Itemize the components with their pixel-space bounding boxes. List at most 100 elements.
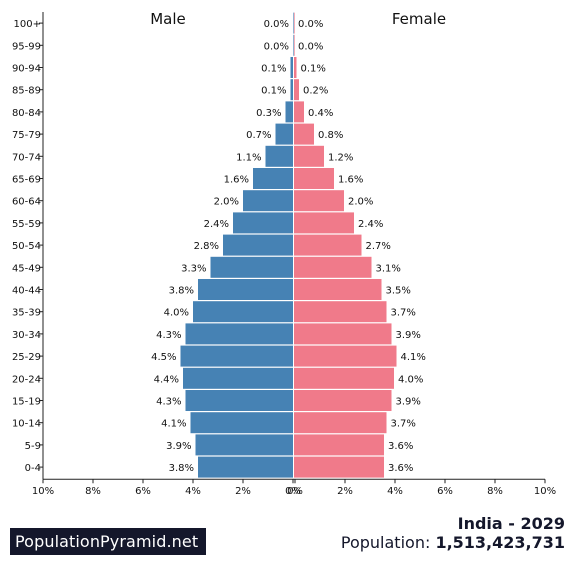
male-bar-70-74: [265, 145, 293, 167]
x-tick-label-left-3: 4%: [185, 486, 201, 497]
age-group-label-65-69: 65-69: [12, 175, 41, 186]
x-tick-label-left-1: 8%: [85, 486, 101, 497]
male-bar-90-94: [290, 57, 293, 78]
bars-group: 0.0% 0.0% 0.0% 0.0% 0.1% 0.1% 0.1% 0.2% 0.3% 0.4%…: [151, 12, 426, 478]
male-value-label-80-84: 0.3%: [256, 108, 281, 119]
x-tick-label-right-3: 6%: [437, 486, 453, 497]
age-group-label-15-19: 15-19: [12, 397, 41, 408]
age-group-label-5-9: 5-9: [25, 441, 41, 452]
male-value-label-90-94: 0.1%: [261, 64, 286, 75]
male-bar-0-4: [198, 456, 293, 478]
female-value-label-85-89: 0.2%: [303, 86, 328, 97]
female-value-label-100+: 0.0%: [298, 19, 323, 30]
female-bar-100+: [294, 12, 295, 34]
female-bar-40-44: [294, 279, 382, 300]
male-bar-35-39: [193, 301, 293, 323]
male-value-label-65-69: 1.6%: [224, 175, 249, 186]
female-bar-35-39: [294, 301, 387, 323]
male-value-label-0-4: 3.8%: [169, 463, 194, 474]
female-bar-95-99: [294, 34, 295, 56]
male-bar-60-64: [243, 190, 293, 212]
age-group-label-55-59: 55-59: [12, 219, 41, 230]
female-bar-90-94: [294, 57, 297, 78]
male-value-label-10-14: 4.1%: [161, 419, 186, 430]
male-value-label-5-9: 3.9%: [166, 441, 191, 452]
population-total: Population: 1,513,423,731: [341, 533, 565, 552]
female-value-label-30-34: 3.9%: [396, 330, 421, 341]
male-bar-50-54: [223, 234, 293, 256]
male-value-label-70-74: 1.1%: [236, 152, 261, 163]
population-value: 1,513,423,731: [435, 533, 565, 552]
female-bar-0-4: [294, 456, 384, 478]
female-bar-55-59: [294, 212, 354, 234]
male-value-label-75-79: 0.7%: [246, 130, 271, 141]
male-bar-45-49: [210, 256, 293, 278]
female-bar-85-89: [294, 79, 299, 101]
male-bar-40-44: [198, 279, 293, 300]
age-group-label-30-34: 30-34: [12, 330, 41, 341]
population-label: Population:: [340, 533, 431, 552]
male-bar-85-89: [290, 79, 293, 101]
age-group-label-25-29: 25-29: [12, 352, 41, 363]
female-value-label-95-99: 0.0%: [298, 41, 323, 52]
male-bar-5-9: [195, 434, 293, 456]
x-tick-label-right-0: 0%: [287, 486, 303, 497]
male-title: Male: [150, 10, 186, 28]
female-value-label-90-94: 0.1%: [301, 64, 326, 75]
male-value-label-55-59: 2.4%: [204, 219, 229, 230]
female-bar-30-34: [294, 323, 392, 345]
female-bar-80-84: [294, 101, 304, 123]
female-bar-50-54: [294, 234, 362, 256]
age-group-label-70-74: 70-74: [12, 152, 41, 163]
population-pyramid-chart: Male Female 0.0% 0.0% 0.0% 0.0% 0.1% 0.1% 0.1%…: [12, 10, 556, 497]
age-group-label-80-84: 80-84: [12, 108, 41, 119]
brand-logo[interactable]: PopulationPyramid.net: [10, 528, 206, 555]
female-value-label-50-54: 2.7%: [366, 241, 391, 252]
age-group-label-0-4: 0-4: [25, 463, 41, 474]
male-bar-30-34: [185, 323, 293, 345]
male-value-label-25-29: 4.5%: [151, 352, 176, 363]
age-group-label-10-14: 10-14: [12, 419, 41, 430]
age-group-label-95-99: 95-99: [12, 41, 41, 52]
x-tick-label-right-2: 4%: [387, 486, 403, 497]
female-bar-25-29: [294, 345, 397, 367]
male-bar-25-29: [180, 345, 293, 367]
female-bar-5-9: [294, 434, 384, 456]
male-value-label-40-44: 3.8%: [169, 286, 194, 297]
male-bar-10-14: [190, 412, 293, 434]
female-value-label-55-59: 2.4%: [358, 219, 383, 230]
male-value-label-20-24: 4.4%: [154, 374, 179, 385]
female-bar-60-64: [294, 190, 344, 212]
female-title: Female: [392, 10, 446, 28]
age-group-label-60-64: 60-64: [12, 197, 41, 208]
male-value-label-85-89: 0.1%: [261, 86, 286, 97]
male-value-label-15-19: 4.3%: [156, 397, 181, 408]
female-value-label-35-39: 3.7%: [391, 308, 416, 319]
x-tick-label-left-4: 2%: [235, 486, 251, 497]
male-bar-55-59: [233, 212, 293, 234]
age-group-label-85-89: 85-89: [12, 86, 41, 97]
x-tick-label-left-2: 6%: [135, 486, 151, 497]
male-bar-100+: [293, 12, 294, 34]
female-value-label-15-19: 3.9%: [396, 397, 421, 408]
x-tick-label-left-5: 0%: [285, 486, 301, 497]
x-tick-label-right-5: 10%: [534, 486, 556, 497]
female-bar-75-79: [294, 123, 314, 145]
age-group-label-40-44: 40-44: [12, 286, 41, 297]
female-bar-65-69: [294, 168, 334, 189]
country-year: India - 2029: [457, 514, 565, 533]
male-bar-95-99: [293, 34, 294, 56]
male-bar-80-84: [285, 101, 293, 123]
male-value-label-60-64: 2.0%: [214, 197, 239, 208]
male-value-label-35-39: 4.0%: [164, 308, 189, 319]
female-value-label-75-79: 0.8%: [318, 130, 343, 141]
age-group-label-45-49: 45-49: [12, 263, 41, 274]
female-bar-20-24: [294, 367, 394, 389]
female-value-label-70-74: 1.2%: [328, 152, 353, 163]
female-value-label-60-64: 2.0%: [348, 197, 373, 208]
age-group-label-90-94: 90-94: [12, 64, 41, 75]
female-bar-15-19: [294, 390, 392, 411]
female-value-label-20-24: 4.0%: [398, 374, 423, 385]
age-group-label-75-79: 75-79: [12, 130, 41, 141]
female-value-label-5-9: 3.6%: [388, 441, 413, 452]
